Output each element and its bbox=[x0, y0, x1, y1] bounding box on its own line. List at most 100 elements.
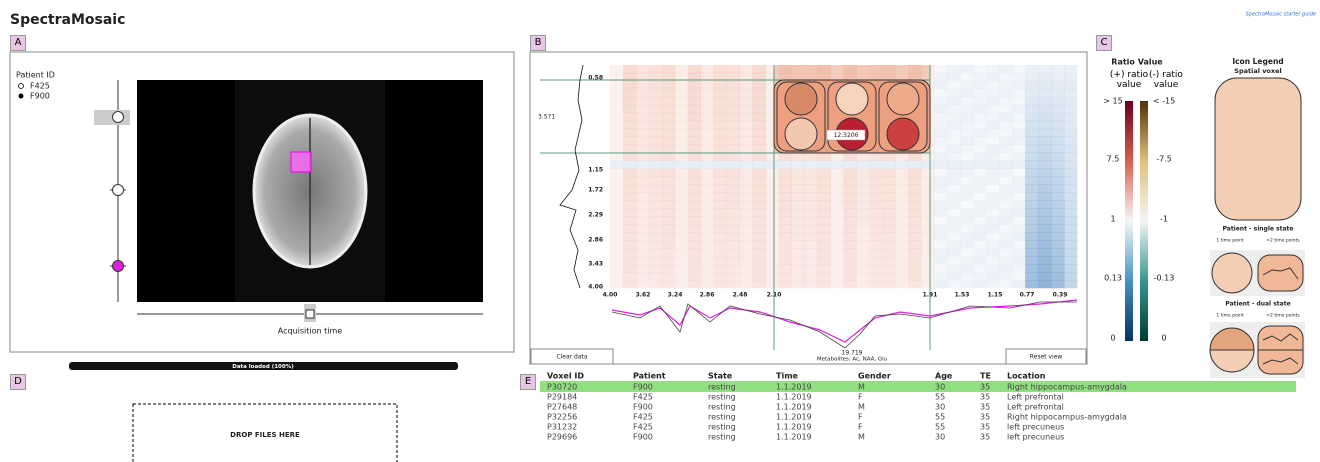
table-cell[interactable]: 35 bbox=[980, 403, 990, 412]
table-cell[interactable]: 1.1.2019 bbox=[776, 433, 812, 442]
table-cell[interactable]: resting bbox=[708, 433, 736, 442]
heat-cell bbox=[960, 184, 973, 192]
table-cell[interactable]: Left prefrontal bbox=[1007, 403, 1064, 412]
table-cell[interactable]: F900 bbox=[633, 383, 653, 392]
table-cell[interactable]: P27648 bbox=[547, 403, 577, 412]
state-handle[interactable] bbox=[113, 112, 124, 123]
heat-cell bbox=[662, 65, 675, 73]
table-cell[interactable]: Right hippocampus-amygdala bbox=[1007, 383, 1127, 392]
heat-cell bbox=[701, 224, 714, 232]
heat-cell bbox=[766, 224, 779, 232]
table-cell[interactable]: resting bbox=[708, 393, 736, 402]
table-cell[interactable]: F900 bbox=[633, 433, 653, 442]
heat-cell bbox=[675, 184, 688, 192]
heat-cell bbox=[688, 97, 701, 105]
heat-cell bbox=[934, 65, 947, 73]
heat-cell bbox=[947, 105, 960, 113]
heat-cell bbox=[831, 200, 844, 208]
table-cell[interactable]: F bbox=[858, 393, 863, 402]
table-cell[interactable]: F425 bbox=[633, 393, 653, 402]
heat-cell bbox=[1012, 224, 1025, 232]
table-cell[interactable]: resting bbox=[708, 413, 736, 422]
table-cell[interactable]: F900 bbox=[633, 403, 653, 412]
table-cell[interactable]: P29696 bbox=[547, 433, 577, 442]
heat-cell bbox=[805, 153, 818, 161]
heat-cell bbox=[740, 129, 753, 137]
heat-cell bbox=[986, 105, 999, 113]
heat-cell bbox=[908, 256, 921, 264]
table-cell[interactable]: M bbox=[858, 403, 865, 412]
table-cell[interactable]: P31232 bbox=[547, 423, 577, 432]
time-handle[interactable] bbox=[306, 310, 314, 318]
heat-cell bbox=[1012, 145, 1025, 153]
heat-cell bbox=[973, 145, 986, 153]
table-cell[interactable]: 35 bbox=[980, 423, 990, 432]
table-cell[interactable]: Left prefrontal bbox=[1007, 393, 1064, 402]
table-cell[interactable]: 55 bbox=[935, 393, 945, 402]
table-cell[interactable]: 1.1.2019 bbox=[776, 423, 812, 432]
table-cell[interactable]: 55 bbox=[935, 413, 945, 422]
x-tick-label: 4.00 bbox=[603, 292, 618, 299]
heat-cell bbox=[1064, 264, 1077, 272]
table-cell[interactable]: 55 bbox=[935, 423, 945, 432]
table-cell[interactable]: 1.1.2019 bbox=[776, 413, 812, 422]
table-cell[interactable]: F425 bbox=[633, 413, 653, 422]
heat-cell bbox=[727, 97, 740, 105]
state-handle[interactable] bbox=[113, 261, 124, 272]
table-cell[interactable]: M bbox=[858, 433, 865, 442]
heat-cell bbox=[934, 280, 947, 288]
table-cell[interactable]: left precuneus bbox=[1007, 433, 1064, 442]
heat-cell bbox=[636, 272, 649, 280]
state-handle[interactable] bbox=[113, 185, 124, 196]
table-cell[interactable]: 1.1.2019 bbox=[776, 393, 812, 402]
heat-cell bbox=[688, 161, 701, 169]
table-cell[interactable]: 30 bbox=[935, 433, 945, 442]
table-cell[interactable]: 30 bbox=[935, 383, 945, 392]
table-cell[interactable]: 35 bbox=[980, 433, 990, 442]
heat-cell bbox=[1025, 184, 1038, 192]
heat-cell bbox=[1064, 89, 1077, 97]
legend-item[interactable]: F900 bbox=[30, 92, 50, 101]
heat-cell bbox=[649, 105, 662, 113]
button-text[interactable]: Clear data bbox=[556, 354, 587, 361]
table-cell[interactable]: resting bbox=[708, 403, 736, 412]
voxel-marker[interactable] bbox=[291, 152, 311, 172]
table-cell[interactable]: 30 bbox=[935, 403, 945, 412]
table-cell[interactable]: F bbox=[858, 413, 863, 422]
table-cell[interactable]: M bbox=[858, 383, 865, 392]
heat-cell bbox=[688, 113, 701, 121]
heat-cell bbox=[701, 137, 714, 145]
heat-cell bbox=[649, 65, 662, 73]
heat-cell bbox=[753, 264, 766, 272]
table-cell[interactable]: Right hippocampus-amygdala bbox=[1007, 413, 1127, 422]
table-cell[interactable]: resting bbox=[708, 423, 736, 432]
button-text[interactable]: Reset view bbox=[1030, 354, 1063, 361]
heat-cell bbox=[934, 113, 947, 121]
table-cell[interactable]: 1.1.2019 bbox=[776, 403, 812, 412]
heat-cell bbox=[986, 248, 999, 256]
table-cell[interactable]: resting bbox=[708, 383, 736, 392]
table-cell[interactable]: F bbox=[858, 423, 863, 432]
heat-cell bbox=[714, 224, 727, 232]
heat-cell bbox=[675, 97, 688, 105]
heat-cell bbox=[1038, 97, 1051, 105]
heat-cell bbox=[636, 224, 649, 232]
table-cell[interactable]: left precuneus bbox=[1007, 423, 1064, 432]
table-cell[interactable]: 1.1.2019 bbox=[776, 383, 812, 392]
heat-cell bbox=[623, 280, 636, 288]
heat-cell bbox=[856, 208, 869, 216]
legend-item[interactable]: F425 bbox=[30, 82, 50, 91]
table-cell[interactable]: P32256 bbox=[547, 413, 577, 422]
table-cell[interactable]: F425 bbox=[633, 423, 653, 432]
heat-cell bbox=[895, 224, 908, 232]
table-cell[interactable]: P30720 bbox=[547, 383, 577, 392]
table-cell[interactable]: 35 bbox=[980, 383, 990, 392]
table-cell[interactable]: 35 bbox=[980, 413, 990, 422]
table-cell[interactable]: P29184 bbox=[547, 393, 577, 402]
guide-link[interactable]: SpectraMosaic starter guide bbox=[1246, 12, 1316, 18]
tick-label: > 15 bbox=[1103, 97, 1122, 106]
heat-cell bbox=[1064, 192, 1077, 200]
table-cell[interactable]: 35 bbox=[980, 393, 990, 402]
heat-cell bbox=[740, 264, 753, 272]
heat-cell bbox=[1051, 129, 1064, 137]
